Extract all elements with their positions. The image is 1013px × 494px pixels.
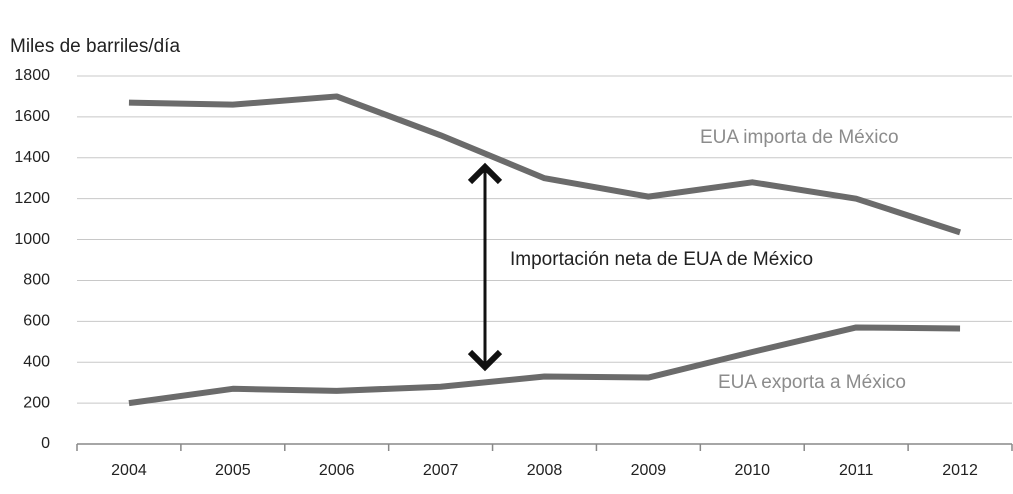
y-axis-label: Miles de barriles/día: [10, 36, 180, 57]
y-tick-label: 1000: [14, 231, 50, 248]
x-tick-label: 2005: [215, 462, 251, 479]
y-tick-label: 0: [41, 435, 50, 452]
x-tick-label: 2012: [942, 462, 978, 479]
y-tick-label: 600: [23, 313, 50, 330]
series-line: [128, 324, 961, 407]
x-tick-label: 2004: [111, 462, 147, 479]
y-tick-label: 1400: [14, 149, 50, 166]
annotation: Importación neta de EUA de México: [510, 249, 813, 270]
series-label: EUA exporta a México: [718, 372, 906, 393]
series-line: [128, 93, 961, 236]
x-tick-label: 2010: [734, 462, 770, 479]
y-tick-label: 400: [23, 353, 50, 370]
x-tick-label: 2007: [423, 462, 459, 479]
y-tick-label: 800: [23, 272, 50, 289]
x-tick-label: 2009: [631, 462, 667, 479]
y-tick-label: 1600: [14, 108, 50, 125]
x-tick-label: 2008: [527, 462, 563, 479]
series-label: EUA importa de México: [700, 127, 899, 148]
y-tick-label: 1800: [14, 67, 50, 84]
y-tick-label: 200: [23, 394, 50, 411]
y-tick-label: 1200: [14, 190, 50, 207]
x-tick-label: 2011: [839, 462, 874, 479]
x-tick-label: 2006: [319, 462, 355, 479]
